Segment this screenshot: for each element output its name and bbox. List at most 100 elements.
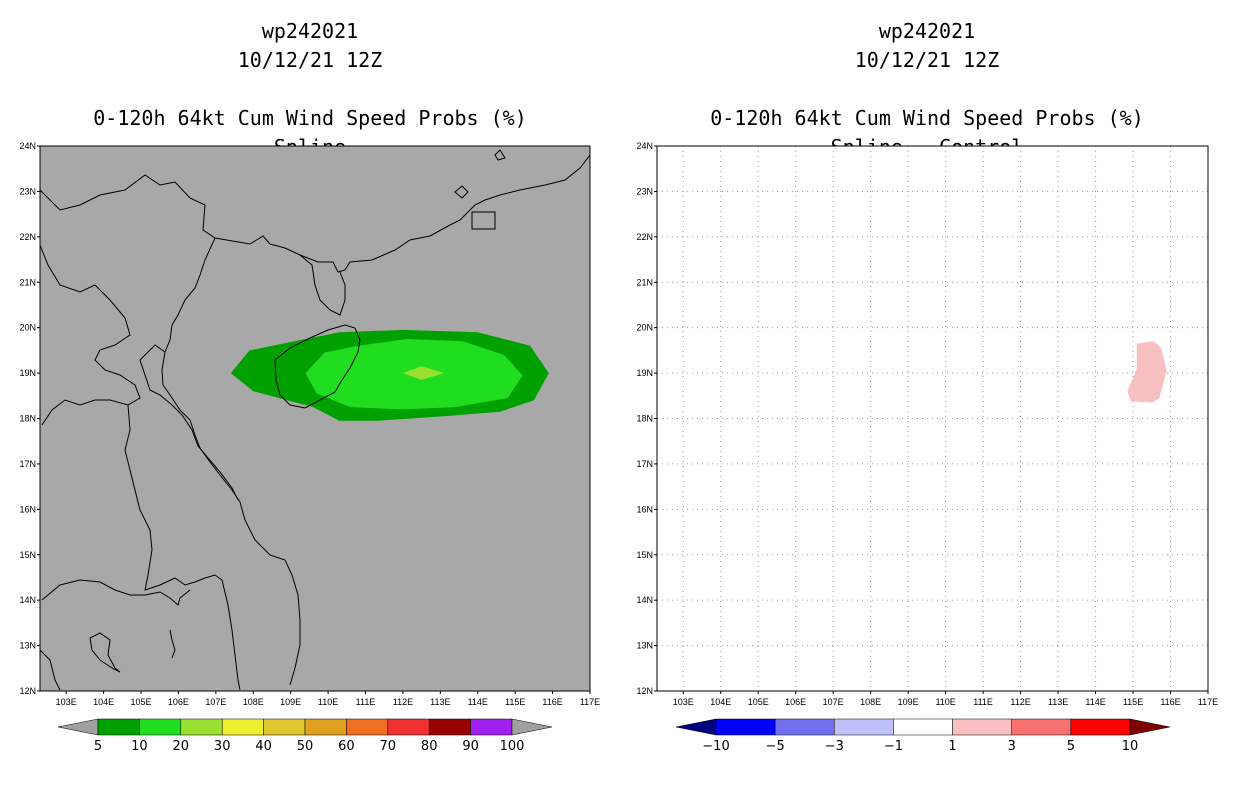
- lat-tick-label: 17N: [19, 459, 36, 469]
- lon-tick-label: 109E: [898, 697, 919, 707]
- left-title-date: 10/12/21 12Z: [237, 48, 383, 72]
- lat-tick-label: 18N: [636, 414, 653, 424]
- right-map-panel: 24N 23N 22N 21N 20N 19N 18N 17N 16N 15N 14N 13N 12N 1…: [636, 141, 1218, 707]
- colorbar-segment: [774, 718, 835, 736]
- colorbar-segment: [387, 718, 430, 736]
- lat-tick-label: 13N: [19, 641, 36, 651]
- lon-tick-label: 109E: [280, 697, 301, 707]
- colorbar-segment: [180, 718, 223, 736]
- left-axis-ticks: 24N 23N 22N 21N 20N 19N 18N 17N 16N 15N 14N 13N 12N 1…: [19, 141, 600, 707]
- lat-tick-label: 24N: [636, 141, 653, 151]
- lat-tick-label: 16N: [19, 504, 36, 514]
- lat-tick-label: 21N: [19, 277, 36, 287]
- lon-tick-label: 115E: [505, 697, 525, 707]
- right-difference-contours: [1127, 341, 1167, 403]
- colorbar-segment: [834, 718, 894, 736]
- lon-tick-label: 116E: [1160, 697, 1180, 707]
- colorbar-segment: [952, 718, 1012, 736]
- colorbar-label: 50: [297, 739, 314, 754]
- colorbar-segment: [1011, 718, 1072, 736]
- lon-tick-label: 106E: [785, 697, 806, 707]
- colorbar-label: 5: [1067, 739, 1075, 754]
- left-colorbar: 5 10 20 30 40 50 60 70 80 90 100: [57, 718, 553, 754]
- lat-tick-label: 15N: [19, 550, 36, 560]
- colorbar-segment: [221, 718, 264, 736]
- lon-tick-label: 110E: [318, 697, 338, 707]
- lon-tick-label: 108E: [860, 697, 881, 707]
- lon-tick-label: 106E: [168, 697, 189, 707]
- lat-tick-label: 15N: [636, 550, 653, 560]
- colorbar-arrow-high: [1129, 718, 1171, 736]
- lat-tick-label: 14N: [636, 595, 653, 605]
- colorbar-label: −10: [702, 739, 729, 754]
- left-map-background: [40, 146, 590, 691]
- lon-tick-label: 110E: [935, 697, 955, 707]
- lon-tick-label: 111E: [973, 697, 993, 707]
- lat-tick-label: 24N: [19, 141, 36, 151]
- colorbar-segment: [428, 718, 471, 736]
- lat-tick-label: 18N: [19, 414, 36, 424]
- lon-tick-label: 113E: [1048, 697, 1068, 707]
- lat-tick-label: 20N: [19, 323, 36, 333]
- colorbar-label: 1: [948, 739, 956, 754]
- contour-1-3-: [1127, 341, 1167, 403]
- lon-tick-label: 114E: [468, 697, 488, 707]
- lat-tick-label: 23N: [636, 186, 653, 196]
- lon-tick-label: 114E: [1085, 697, 1105, 707]
- colorbar-label: −3: [825, 739, 844, 754]
- lat-tick-label: 19N: [636, 368, 653, 378]
- lon-tick-label: 105E: [131, 697, 152, 707]
- colorbar-arrow-low: [57, 718, 99, 736]
- colorbar-segment: [1070, 718, 1131, 736]
- lon-tick-label: 108E: [243, 697, 264, 707]
- lon-tick-label: 105E: [748, 697, 769, 707]
- right-colorbar: −10 −5 −3 −1 1 3 5 10: [675, 718, 1171, 754]
- colorbar-label: 30: [214, 739, 231, 754]
- contour-20-30-: [402, 366, 445, 380]
- colorbar-arrow-high: [511, 718, 553, 736]
- colorbar-segment: [346, 718, 389, 736]
- right-title-date: 10/12/21 12Z: [854, 48, 1000, 72]
- lon-tick-label: 104E: [93, 697, 114, 707]
- lat-tick-label: 22N: [19, 232, 36, 242]
- colorbar-label: 60: [338, 739, 355, 754]
- lon-tick-label: 112E: [1010, 697, 1030, 707]
- colorbar-label: −5: [766, 739, 785, 754]
- right-axis-ticks: 24N 23N 22N 21N 20N 19N 18N 17N 16N 15N 14N 13N 12N 1…: [636, 141, 1218, 707]
- lat-tick-label: 17N: [636, 459, 653, 469]
- colorbar-label: 20: [173, 739, 190, 754]
- lat-tick-label: 16N: [636, 504, 653, 514]
- colorbar-label: 90: [462, 739, 479, 754]
- colorbar-segment: [139, 718, 182, 736]
- colorbar-label: 100: [500, 739, 525, 754]
- lat-tick-label: 12N: [19, 686, 36, 696]
- colorbar-label: −1: [884, 739, 903, 754]
- colorbar-label: 80: [421, 739, 438, 754]
- lon-tick-label: 117E: [1198, 697, 1218, 707]
- colorbar-segment: [470, 718, 513, 736]
- right-title-storm: wp242021: [878, 19, 976, 43]
- right-title-product: 0-120h 64kt Cum Wind Speed Probs (%): [710, 106, 1144, 130]
- lat-tick-label: 12N: [636, 686, 653, 696]
- lat-tick-label: 19N: [19, 368, 36, 378]
- lat-tick-label: 13N: [636, 641, 653, 651]
- lon-tick-label: 111E: [356, 697, 376, 707]
- lon-tick-label: 103E: [56, 697, 77, 707]
- left-probability-contours: [230, 329, 549, 421]
- lon-tick-label: 107E: [205, 697, 226, 707]
- colorbar-arrow-low: [675, 718, 717, 736]
- colorbar-segment: [263, 718, 306, 736]
- left-map-panel: 24N 23N 22N 21N 20N 19N 18N 17N 16N 15N 14N 13N 12N 1…: [19, 141, 600, 707]
- lon-tick-label: 112E: [393, 697, 413, 707]
- colorbar-segment: [304, 718, 347, 736]
- right-map-gridlines: [657, 146, 1208, 691]
- lon-tick-label: 107E: [823, 697, 844, 707]
- colorbar-segment: [893, 718, 953, 736]
- colorbar-label: 70: [380, 739, 397, 754]
- lat-tick-label: 23N: [19, 186, 36, 196]
- colorbar-label: 10: [1122, 739, 1139, 754]
- lat-tick-label: 20N: [636, 323, 653, 333]
- colorbar-label: 40: [255, 739, 272, 754]
- colorbar-segment: [715, 718, 776, 736]
